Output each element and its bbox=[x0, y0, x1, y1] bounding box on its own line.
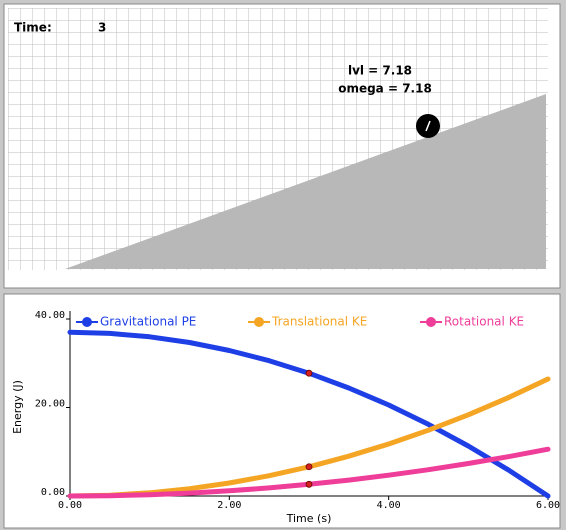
x-tick-label: 0.00 bbox=[58, 500, 82, 511]
ball-marker bbox=[425, 120, 431, 132]
x-tick-label: 4.00 bbox=[377, 500, 401, 511]
legend-dot bbox=[426, 317, 436, 327]
y-tick-label: 20.00 bbox=[35, 399, 65, 410]
x-axis-label: Time (s) bbox=[286, 512, 332, 525]
y-tick-label: 40.00 bbox=[35, 310, 65, 321]
legend-label: Gravitational PE bbox=[100, 315, 196, 329]
time-value: 3 bbox=[98, 21, 106, 35]
time-label: Time: bbox=[14, 21, 52, 35]
legend-label: Rotational KE bbox=[444, 315, 524, 329]
current-marker bbox=[305, 480, 313, 488]
legend-dot bbox=[254, 317, 264, 327]
y-axis-label: Energy (J) bbox=[11, 380, 24, 434]
current-marker bbox=[305, 463, 313, 471]
x-tick-label: 6.00 bbox=[536, 500, 560, 511]
current-marker bbox=[305, 369, 313, 377]
x-tick-label: 2.00 bbox=[217, 500, 241, 511]
omega-label: omega = 7.18 bbox=[338, 82, 432, 96]
velocity-label: lvl = 7.18 bbox=[348, 64, 412, 78]
legend-dot bbox=[82, 317, 92, 327]
legend-label: Translational KE bbox=[271, 315, 367, 329]
y-tick-label: 0.00 bbox=[41, 487, 65, 498]
